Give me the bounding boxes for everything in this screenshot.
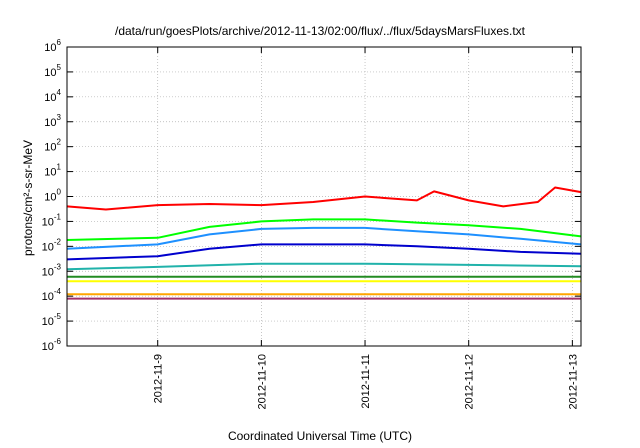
- plot-frame: [66, 46, 582, 347]
- y-tick-label: 104: [44, 88, 61, 104]
- y-tick-label: 10-5: [42, 312, 62, 328]
- y-tick-label: 100: [44, 188, 61, 204]
- x-tick-label: 2012-11-13: [567, 354, 579, 409]
- series-line-1: [66, 186, 582, 211]
- chart-title: /data/run/goesPlots/archive/2012-11-13/0…: [115, 24, 526, 38]
- data-series: [66, 186, 582, 300]
- y-tick-label: 10-2: [42, 237, 62, 253]
- x-tick-label: 2012-11-10: [256, 354, 268, 409]
- x-tick-label: 2012-11-12: [464, 354, 476, 409]
- y-tick-label: 102: [44, 138, 61, 154]
- y-tick-label: 10-4: [42, 287, 62, 303]
- y-axis-ticks: 10-6 10-5 10-4 10-3 10-2 10-1 100 101 102 103 104 1…: [42, 38, 581, 353]
- x-tick-label: 2012-11-11: [360, 354, 372, 409]
- y-tick-label: 105: [44, 63, 61, 79]
- series-line-5: [66, 262, 582, 271]
- x-tick-label: 2012-11-9: [153, 354, 165, 403]
- y-tick-label: 10-3: [42, 262, 62, 278]
- grid-lines: [67, 47, 581, 346]
- y-tick-label: 101: [44, 163, 61, 179]
- x-axis-ticks: 2012-11-9 2012-11-10 2012-11-11 2012-11-12 2…: [153, 47, 579, 409]
- y-tick-label: 10-1: [42, 212, 62, 228]
- y-axis-label: protons/cm²-s-sr-MeV: [21, 140, 35, 256]
- series-line-4: [66, 243, 582, 261]
- y-tick-label: 10-6: [42, 337, 62, 353]
- y-tick-label: 103: [44, 113, 61, 129]
- series-line-2: [66, 218, 582, 241]
- y-tick-label: 106: [44, 38, 61, 54]
- series-line-3: [66, 226, 582, 250]
- x-axis-label: Coordinated Universal Time (UTC): [228, 429, 412, 443]
